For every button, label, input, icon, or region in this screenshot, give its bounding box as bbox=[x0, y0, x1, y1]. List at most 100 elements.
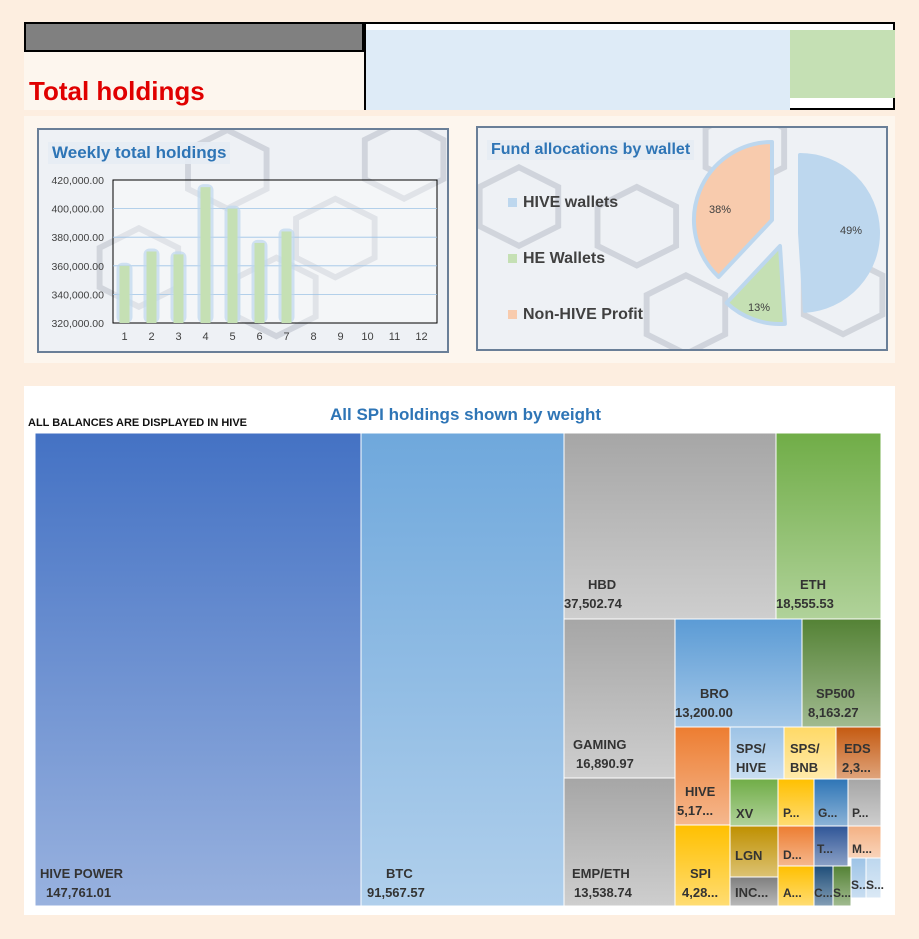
bar bbox=[200, 187, 211, 323]
cell-label: LGN bbox=[735, 848, 762, 863]
x-tick-label: 10 bbox=[361, 331, 373, 343]
cell-value: 13,538.74 bbox=[574, 885, 633, 900]
cell-value: 91,567.57 bbox=[367, 885, 425, 900]
slice-label: 38% bbox=[709, 204, 731, 216]
treemap-cell bbox=[563, 618, 676, 779]
legend-swatch bbox=[508, 254, 517, 263]
y-tick-label: 380,000.00 bbox=[51, 232, 104, 244]
header-gray-bar bbox=[24, 22, 364, 50]
cell-value: 16,890.97 bbox=[576, 756, 634, 771]
cell-label: S... bbox=[851, 878, 869, 892]
cell-value: 4,28... bbox=[682, 885, 718, 900]
treemap-cell bbox=[729, 825, 779, 878]
treemap-cell bbox=[801, 618, 882, 728]
fund-allocations-card: Fund allocations by wallet HIVE wallets … bbox=[476, 126, 888, 351]
treemap-cell bbox=[777, 825, 815, 867]
treemap-cell bbox=[847, 825, 882, 859]
y-tick-label: 360,000.00 bbox=[51, 261, 104, 273]
x-tick-label: 6 bbox=[256, 331, 262, 343]
cell-label: T... bbox=[817, 842, 833, 856]
pie-slice bbox=[798, 153, 880, 313]
bar bbox=[254, 242, 265, 323]
treemap-cell bbox=[865, 857, 882, 899]
cell-label: A... bbox=[783, 886, 802, 900]
cell-label: HBD bbox=[588, 577, 616, 592]
treemap-cell bbox=[674, 618, 803, 728]
plot-area bbox=[112, 179, 438, 324]
weekly-bar-chart: 420,000.00 400,000.00 380,000.00 360,000.00… bbox=[51, 175, 438, 343]
cell-label: G... bbox=[818, 806, 837, 820]
bar bbox=[281, 231, 292, 323]
treemap-cell bbox=[674, 824, 731, 907]
treemap-cell bbox=[813, 778, 849, 827]
y-tick-label: 420,000.00 bbox=[51, 175, 104, 187]
x-tick-label: 11 bbox=[389, 331, 400, 343]
legend-swatch bbox=[508, 198, 517, 207]
cell-label: XV bbox=[736, 806, 754, 821]
cell-label: P... bbox=[783, 806, 799, 820]
cell-label: BNB bbox=[790, 760, 818, 775]
bar bbox=[227, 208, 238, 323]
balances-note: ALL BALANCES ARE DISPLAYED IN HIVE bbox=[28, 417, 248, 429]
pie-slice bbox=[692, 140, 774, 279]
header-box-blue bbox=[366, 30, 790, 110]
cell-label: INC... bbox=[735, 885, 768, 900]
cell-label: SPS/ bbox=[736, 741, 766, 756]
y-tick-label: 340,000.00 bbox=[51, 289, 104, 301]
treemap-title: All SPI holdings shown by weight bbox=[330, 405, 602, 424]
fund-pie-chart: 49% 13% 38% bbox=[692, 140, 880, 326]
cell-label: BRO bbox=[700, 686, 729, 701]
treemap-cell bbox=[729, 778, 779, 827]
bar bbox=[119, 265, 130, 323]
header-box-green bbox=[790, 30, 895, 98]
y-tick-label: 400,000.00 bbox=[51, 204, 104, 216]
treemap-cell bbox=[729, 876, 779, 907]
x-tick-label: 1 bbox=[121, 331, 127, 343]
cell-value: 8,163.27 bbox=[808, 705, 859, 720]
weekly-holdings-card: Weekly total holdings 420,000.00 400,000.… bbox=[37, 128, 449, 353]
cell-value: 13,200.00 bbox=[675, 705, 733, 720]
header-divider bbox=[24, 50, 364, 52]
cell-value: 37,502.74 bbox=[564, 596, 623, 611]
cell-label: HIVE bbox=[685, 784, 716, 799]
legend-item-hive-wallets: HIVE wallets bbox=[508, 194, 618, 212]
cell-label: SP500 bbox=[816, 686, 855, 701]
cell-label: SPI bbox=[690, 866, 711, 881]
cell-value: 147,761.01 bbox=[46, 885, 111, 900]
cell-label: BTC bbox=[386, 866, 413, 881]
cell-label: P... bbox=[852, 806, 868, 820]
weekly-chart-title: Weekly total holdings bbox=[48, 142, 231, 164]
cell-label: HIVE bbox=[736, 760, 767, 775]
legend-item-non-hive-profit: Non-HIVE Profit bbox=[508, 306, 643, 324]
legend-swatch bbox=[508, 310, 517, 319]
header-panel bbox=[24, 22, 895, 110]
treemap-cell bbox=[34, 432, 362, 907]
x-tick-label: 5 bbox=[229, 331, 235, 343]
treemap-cell bbox=[563, 432, 777, 620]
treemap-cell bbox=[360, 432, 565, 907]
x-tick-label: 7 bbox=[283, 331, 289, 343]
cell-label: C... bbox=[814, 886, 833, 900]
cell-label: S... bbox=[866, 878, 884, 892]
pie-slice bbox=[724, 244, 787, 326]
cell-label: SPS/ bbox=[790, 741, 820, 756]
slice-label: 13% bbox=[748, 302, 770, 314]
cell-label: M... bbox=[852, 842, 872, 856]
cell-value: 18,555.53 bbox=[776, 596, 834, 611]
header-box bbox=[364, 22, 895, 110]
x-tick-label: 3 bbox=[175, 331, 181, 343]
cell-label: D... bbox=[783, 848, 802, 862]
fund-chart-title: Fund allocations by wallet bbox=[487, 140, 695, 160]
slice-label: 49% bbox=[840, 225, 862, 237]
bar bbox=[146, 251, 157, 323]
cell-label: S... bbox=[833, 886, 851, 900]
treemap-cell bbox=[847, 778, 882, 827]
cell-label: HIVE POWER bbox=[40, 866, 124, 881]
x-tick-label: 4 bbox=[202, 331, 208, 343]
x-tick-label: 9 bbox=[337, 331, 343, 343]
x-tick-label: 2 bbox=[148, 331, 154, 343]
page-title: Total holdings bbox=[29, 76, 205, 106]
cell-value: 2,3... bbox=[842, 760, 871, 775]
treemap-cell bbox=[777, 865, 815, 907]
